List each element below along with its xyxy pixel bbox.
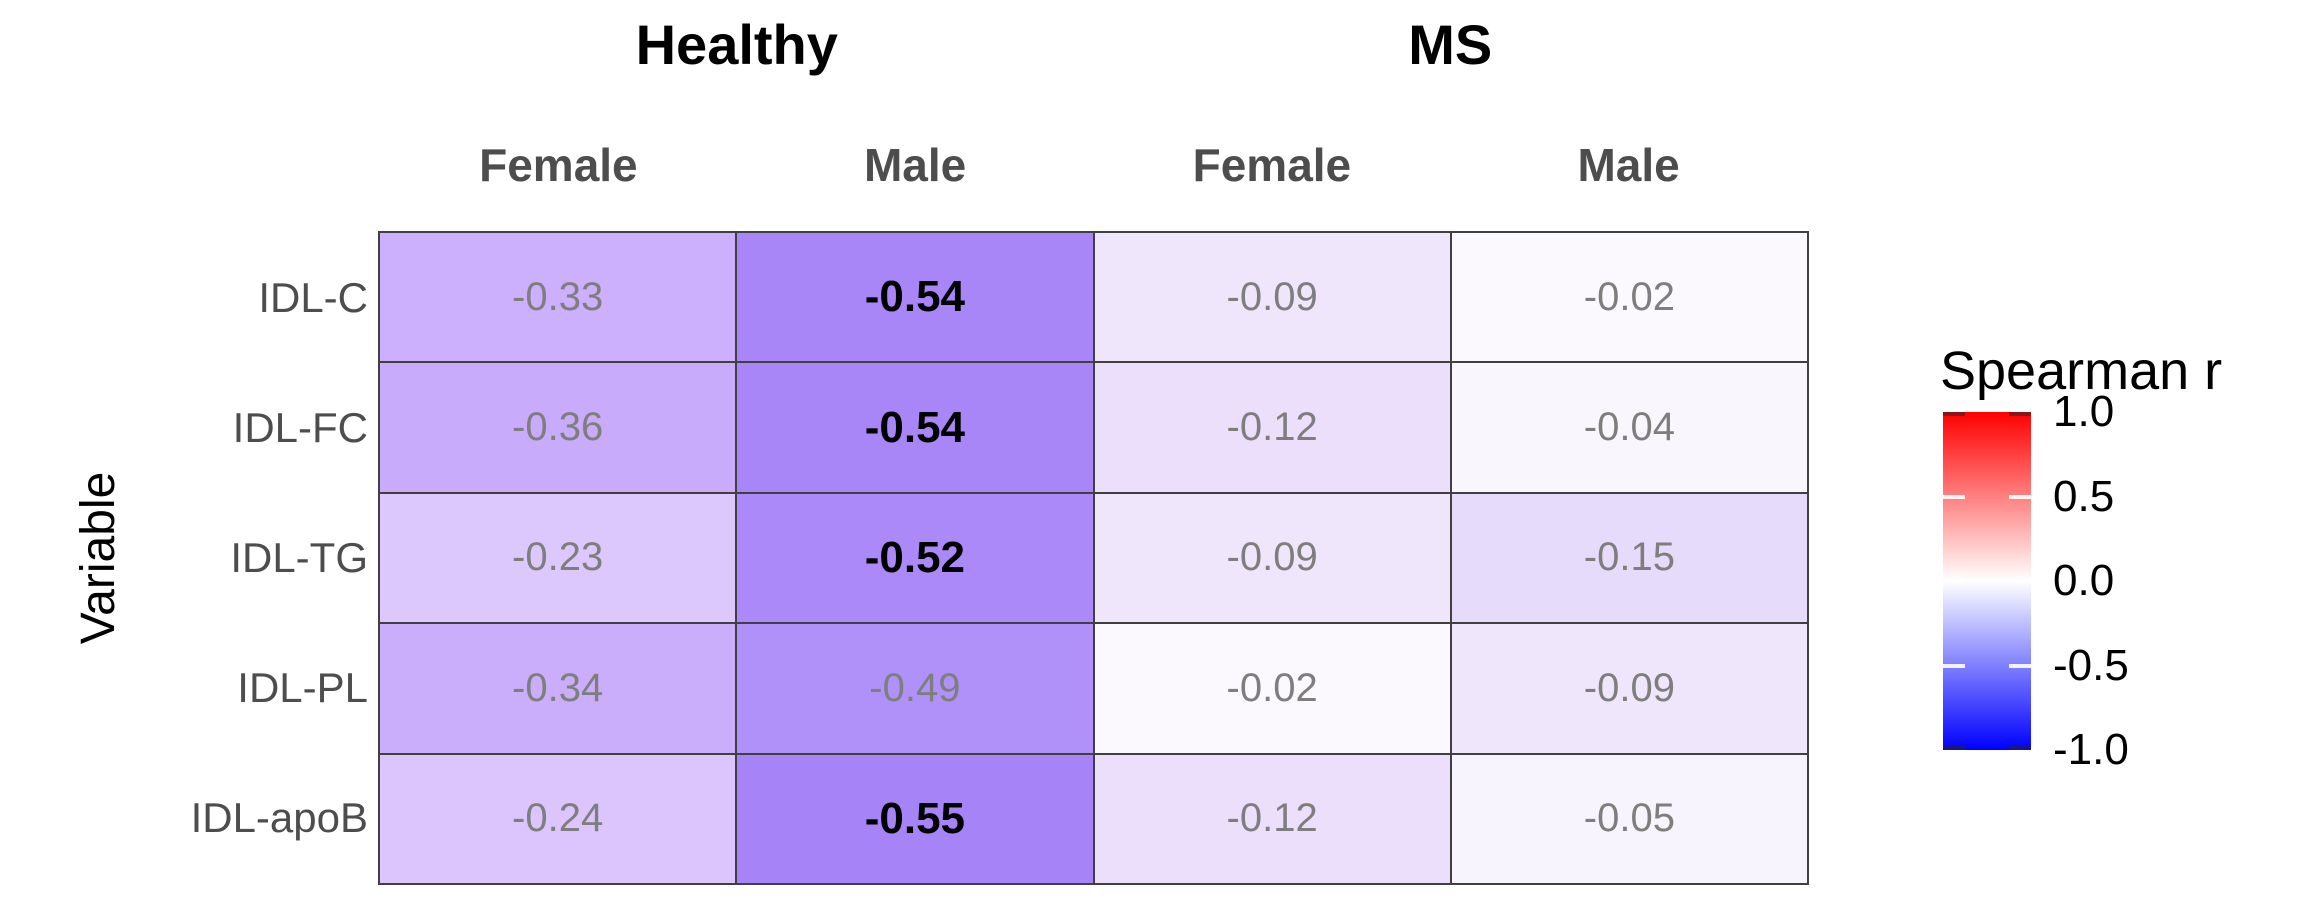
heatmap-grid: -0.33 -0.54 -0.09 -0.02 -0.36 -0.54 -0.12 -0.04… <box>378 231 1809 885</box>
colorbar-tick-mark <box>1943 412 1965 416</box>
y-axis-title: Variable <box>71 471 125 645</box>
heatmap-cell-idl-tg-1: -0.52 <box>737 493 1093 623</box>
heatmap-cell-idl-tg-3: -0.15 <box>1451 493 1807 623</box>
colorbar-tick-mark <box>2009 579 2031 583</box>
colorbar-tick-mark <box>1943 746 1965 750</box>
colorbar-tick-mark <box>2009 412 2031 416</box>
row-label-idl-tg: IDL-TG <box>230 534 368 581</box>
colorbar-tick-mark <box>2009 663 2031 668</box>
row-label-idl-c: IDL-C <box>258 274 368 321</box>
heatmap-cell-idl-tg-2: -0.09 <box>1094 493 1450 623</box>
heatmap-cell-idl-c-2: -0.09 <box>1094 233 1450 362</box>
heatmap-cell-idl-fc-0: -0.36 <box>380 363 736 492</box>
heatmap-cell-idl-apob-3: -0.05 <box>1451 754 1807 883</box>
heatmap-cell-idl-pl-2: -0.02 <box>1094 624 1450 753</box>
column-header-female-0: Female <box>479 139 638 191</box>
legend-tick--0.5: -0.5 <box>2053 640 2129 690</box>
heatmap-cell-idl-fc-1: -0.54 <box>737 363 1093 492</box>
legend-title: Spearman r <box>1940 341 2223 401</box>
heatmap-cell-idl-c-0: -0.33 <box>380 233 736 362</box>
colorbar-tick-mark <box>2009 494 2031 499</box>
colorbar-tick-mark <box>1943 494 1965 499</box>
heatmap-cell-idl-c-3: -0.02 <box>1451 233 1807 362</box>
heatmap-cell-idl-apob-0: -0.24 <box>380 754 736 883</box>
heatmap-cell-idl-tg-0: -0.23 <box>380 493 736 623</box>
colorbar-tick-mark <box>2009 746 2031 750</box>
row-label-idl-fc: IDL-FC <box>232 404 368 451</box>
legend-tick-0.5: 0.5 <box>2053 471 2115 521</box>
heatmap-cell-idl-pl-1: -0.49 <box>737 624 1093 753</box>
heatmap-cell-idl-c-1: -0.54 <box>737 233 1093 362</box>
legend-tick-0.0: 0.0 <box>2053 556 2115 605</box>
heatmap-cell-idl-fc-2: -0.12 <box>1094 363 1450 492</box>
heatmap-cell-idl-pl-3: -0.09 <box>1451 624 1807 753</box>
row-label-idl-apob: IDL-apoB <box>190 794 368 841</box>
colorbar-tick-mark <box>1943 663 1965 668</box>
heatmap-cell-idl-apob-1: -0.55 <box>737 754 1093 883</box>
heatmap-cell-idl-apob-2: -0.12 <box>1094 754 1450 883</box>
colorbar-tick-mark <box>1943 579 1965 583</box>
legend-tick-1.0: 1.0 <box>2053 387 2115 436</box>
heatmap-cell-idl-pl-0: -0.34 <box>380 624 736 753</box>
facet-header-ms: MS <box>1408 13 1493 76</box>
heatmap-cell-idl-fc-3: -0.04 <box>1451 363 1807 492</box>
facet-header-healthy: Healthy <box>635 13 838 76</box>
column-header-male-1: Male <box>863 139 967 191</box>
row-label-idl-pl: IDL-PL <box>237 664 368 711</box>
column-header-female-2: Female <box>1192 139 1352 191</box>
column-header-male-3: Male <box>1577 139 1680 191</box>
legend-tick--1.0: -1.0 <box>2053 725 2129 774</box>
